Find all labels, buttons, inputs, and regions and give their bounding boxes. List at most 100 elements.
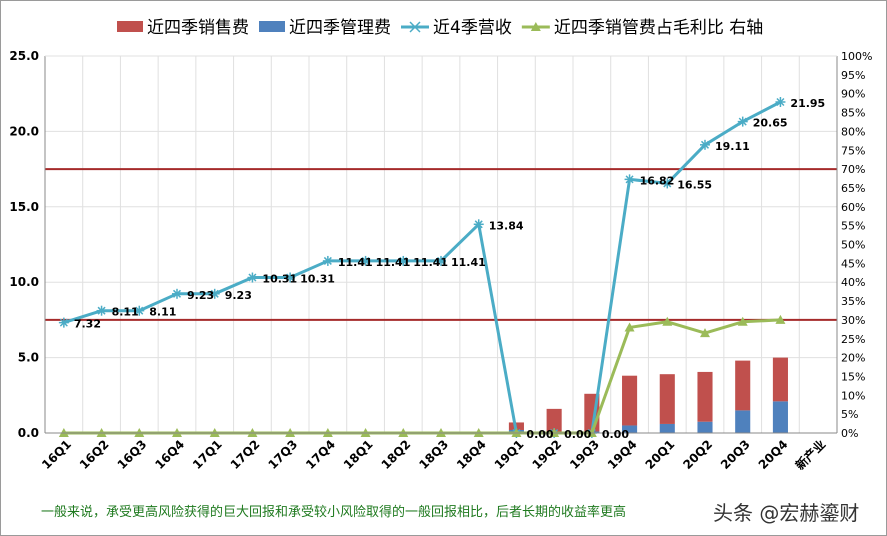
legend-label: 近4季营收 <box>433 18 512 38</box>
y-right-tick-label: 5% <box>841 408 858 421</box>
bar-sales-fee <box>735 360 751 411</box>
legend-label: 近四季管理费 <box>289 18 391 38</box>
x-tick-label: 17Q4 <box>303 437 338 472</box>
legend: 近四季销售费 近四季管理费 近4季营收 近四季销管费占毛利比 右轴 <box>117 18 763 38</box>
data-label: 8.11 <box>112 306 139 319</box>
x-tick-label: 17Q2 <box>228 437 263 472</box>
y-right-tick-label: 20% <box>841 352 865 365</box>
data-label: 10.31 <box>262 273 297 286</box>
y-right-tick-label: 10% <box>841 389 865 402</box>
y-right-tick-label: 40% <box>841 276 865 289</box>
data-label: 13.84 <box>489 219 524 232</box>
y-right-tick-label: 65% <box>841 182 865 195</box>
series-line <box>63 100 782 435</box>
x-tick-label: 20Q4 <box>756 437 791 472</box>
y-right-tick-label: 35% <box>841 295 865 308</box>
legend-label: 近四季销管费占毛利比 右轴 <box>554 18 763 38</box>
data-label: 11.41 <box>376 256 411 269</box>
marker-asterisk <box>247 272 258 283</box>
x-tick-label: 19Q1 <box>492 437 527 472</box>
bar-management-fee <box>697 421 713 433</box>
y-right-tick-label: 90% <box>841 88 865 101</box>
x-tick-label: 18Q1 <box>341 437 376 472</box>
marker-asterisk <box>134 305 145 316</box>
bar-management-fee <box>622 425 638 433</box>
legend-label: 近四季销售费 <box>147 18 249 38</box>
data-label: 11.41 <box>451 256 486 269</box>
marker-asterisk <box>360 255 371 266</box>
y-right-tick-label: 25% <box>841 333 865 346</box>
marker-asterisk <box>700 139 710 150</box>
marker-asterisk <box>473 219 484 230</box>
y-left-tick-label: 20.0 <box>9 124 39 138</box>
marker-triangle <box>775 314 786 324</box>
data-label: 20.65 <box>753 117 788 130</box>
marker-triangle <box>624 322 635 332</box>
data-label: 7.32 <box>74 318 101 331</box>
legend-marker <box>530 22 541 31</box>
x-tick-label: 20Q2 <box>680 437 715 472</box>
x-tick-label: 18Q4 <box>454 437 489 472</box>
data-label: 11.41 <box>338 256 373 269</box>
bars <box>508 357 788 433</box>
marker-asterisk <box>436 255 446 266</box>
y-right-tick-label: 0% <box>841 427 858 440</box>
x-tick-label: 18Q2 <box>379 437 414 472</box>
y-left-tick-label: 5.0 <box>18 351 39 365</box>
data-label: 16.55 <box>677 178 712 191</box>
y-left-tick-label: 15.0 <box>9 200 39 214</box>
marker-triangle <box>662 316 673 326</box>
marker-asterisk <box>209 288 220 299</box>
data-label: 9.23 <box>187 289 214 302</box>
data-label: 19.11 <box>715 140 750 153</box>
marker-triangle <box>700 328 710 338</box>
y-right-tick-label: 30% <box>841 314 865 327</box>
data-label: 11.41 <box>413 256 448 269</box>
reference-lines <box>45 168 837 321</box>
bar-management-fee <box>659 423 675 433</box>
legend-swatch <box>117 21 143 32</box>
data-label: 8.11 <box>149 306 176 319</box>
marker-asterisk <box>624 174 635 185</box>
data-label: 10.31 <box>300 273 335 286</box>
y-right-tick-label: 95% <box>841 69 865 82</box>
marker-asterisk <box>775 96 786 107</box>
y-right-tick-label: 75% <box>841 144 865 157</box>
bar-sales-fee <box>546 408 562 432</box>
watermark: 头条 @宏赫鎏财 <box>713 501 860 525</box>
bar-management-fee <box>772 401 788 433</box>
x-tick-label: 19Q2 <box>529 437 564 472</box>
bar-sales-fee <box>772 357 788 402</box>
marker-asterisk <box>398 255 409 266</box>
y-right-tick-label: 15% <box>841 370 865 383</box>
marker-asterisk <box>172 288 182 299</box>
x-tick-label: 16Q2 <box>77 437 112 472</box>
marker-asterisk <box>58 317 69 328</box>
footnote: 一般来说，承受更高风险获得的巨大回报和承受较小风险取得的一般回报相比，后者长期的… <box>41 505 627 520</box>
bar-sales-fee <box>622 375 638 426</box>
marker-asterisk <box>96 305 107 316</box>
x-tick-label: 19Q4 <box>605 437 640 472</box>
x-tick-label: 19Q3 <box>567 437 602 472</box>
marker-asterisk <box>662 178 673 189</box>
marker-triangle <box>737 316 748 326</box>
x-tick-label: 18Q3 <box>416 437 451 472</box>
y-left-tick-label: 25.0 <box>9 49 39 63</box>
x-tick-label: 16Q4 <box>152 437 187 472</box>
y-right-tick-label: 80% <box>841 125 865 138</box>
x-tick-label: 20Q3 <box>718 437 753 472</box>
x-tick-label: 16Q3 <box>115 437 150 472</box>
x-tick-label: 16Q1 <box>39 437 74 472</box>
marker-asterisk <box>322 255 333 266</box>
y-right-tick-label: 100% <box>841 50 872 63</box>
y-right-tick-label: 60% <box>841 201 865 214</box>
bar-sales-fee <box>659 374 675 424</box>
data-label: 16.82 <box>640 174 675 187</box>
bar-sales-fee <box>697 371 713 422</box>
x-tick-label: 20Q1 <box>643 437 678 472</box>
y-left-tick-label: 0.0 <box>18 426 39 440</box>
data-label: 0.00 <box>602 428 629 441</box>
